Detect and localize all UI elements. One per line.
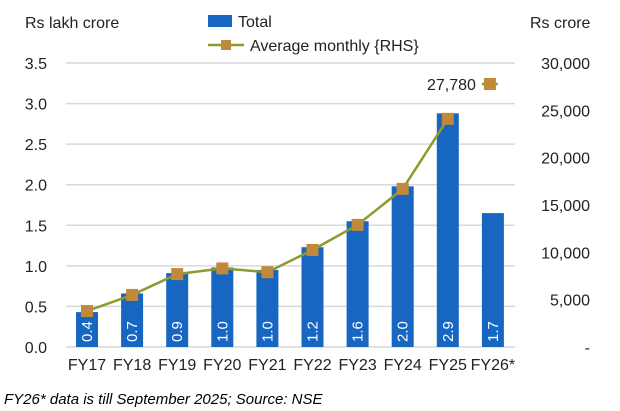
line-marker-last [483,78,496,91]
category-label: FY22 [293,357,331,374]
bar-label: 1.6 [350,321,367,342]
bar-label: 0.9 [169,321,186,342]
bar-label: 2.0 [395,321,412,342]
bar-label: 1.7 [485,321,502,342]
legend-line-label: Average monthly {RHS} [250,38,419,55]
right-tick-label: 20,000 [541,151,590,168]
line-marker [351,218,364,231]
right-tick-label: 30,000 [541,56,590,73]
line-marker [441,112,454,125]
category-label: FY23 [338,357,376,374]
left-tick-label: 0.5 [25,299,47,316]
bar-label: 1.0 [214,321,231,342]
line-marker [171,268,184,281]
bar-label: 0.7 [124,321,141,342]
bar-FY18 [121,293,144,347]
category-label: FY17 [68,357,106,374]
last-point-annotation: 27,780 [427,77,476,94]
category-label: FY25 [429,357,467,374]
left-tick-label: 2.5 [25,137,47,154]
right-tick-label: 10,000 [541,245,590,262]
bar-FY17 [76,312,98,347]
line-marker [216,262,229,275]
bar-FY26* [481,213,504,347]
bar-FY24 [391,186,414,347]
left-tick-label: 3.5 [25,56,47,73]
category-label: FY24 [384,357,422,374]
left-tick-label: 3.0 [25,97,47,114]
bar-label: 1.2 [305,321,322,342]
line-marker [396,182,409,195]
left-tick-label: 0.0 [25,340,47,357]
right-axis-label: Rs crore [530,15,591,32]
category-label: FY20 [203,357,241,374]
right-tick-label: 5,000 [550,293,590,310]
bar-FY22 [301,247,324,347]
left-axis-label: Rs lakh crore [25,15,119,32]
legend-total-label: Total [238,14,272,31]
bar-label: 2.9 [440,321,457,342]
legend-line-marker [221,40,231,50]
category-label: FY18 [113,357,151,374]
bar-FY20 [211,267,234,347]
bar-FY23 [346,221,369,347]
footnote: FY26* data is till September 2025; Sourc… [4,391,323,408]
bar-label: 0.4 [79,321,96,342]
bar-FY21 [256,269,279,347]
left-tick-label: 2.0 [25,178,47,195]
category-label: FY21 [248,357,286,374]
right-tick-label: 15,000 [541,198,590,215]
legend-total-swatch [208,15,232,27]
line-marker [306,243,319,256]
right-tick-label: 25,000 [541,103,590,120]
left-tick-label: 1.5 [25,218,47,235]
line-marker [261,266,274,279]
line-marker [126,288,139,301]
bar-FY25 [436,113,459,348]
chart: 0.0 0.5 1.0 1.5 2.0 2.5 3.0 3.5 - 5,000 10,000 15,0… [25,14,591,374]
right-tick-label: - [585,340,590,357]
category-label: FY26* [471,357,515,374]
left-tick-label: 1.0 [25,259,47,276]
category-label: FY19 [158,357,196,374]
bar-label: 1.0 [259,321,276,342]
line-marker [81,305,93,318]
bar-FY19 [166,273,189,347]
